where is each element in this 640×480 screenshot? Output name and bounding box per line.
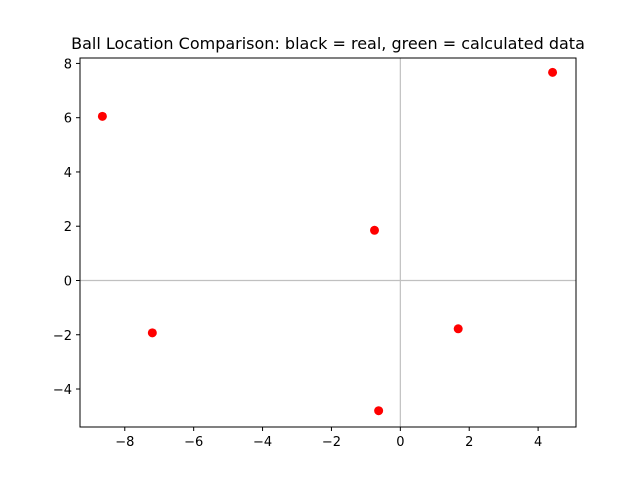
scatter-point: [370, 225, 379, 235]
y-tick-label: −2: [53, 329, 72, 344]
data-points: [97, 67, 558, 416]
x-tick-label: 0: [396, 435, 404, 450]
x-tick-label: −8: [115, 435, 134, 450]
x-tick-label: 4: [534, 435, 542, 450]
y-tick-label: 0: [64, 274, 72, 289]
x-tick-label: −6: [184, 435, 203, 450]
x-tick-label: 2: [465, 435, 473, 450]
x-axis: −8 −6 −4 −2 0 2 4: [115, 427, 542, 450]
scatter-point: [97, 111, 107, 121]
chart-title: Ball Location Comparison: black = real, …: [71, 34, 585, 53]
x-tick-label: −2: [322, 435, 341, 450]
y-tick-label: 8: [64, 57, 72, 72]
y-tick-label: 6: [64, 112, 72, 127]
scatter-point: [374, 406, 384, 416]
y-axis: −4 −2 0 2 4 6 8: [53, 57, 80, 398]
y-tick-label: 4: [64, 166, 72, 181]
x-tick-label: −4: [253, 435, 272, 450]
scatter-point: [453, 324, 463, 334]
scatter-point: [548, 67, 558, 77]
y-tick-label: 2: [64, 220, 72, 235]
scatter-point: [147, 328, 157, 338]
plot-area-frame: [79, 57, 577, 428]
reference-lines: [80, 58, 576, 427]
y-tick-label: −4: [53, 383, 72, 398]
